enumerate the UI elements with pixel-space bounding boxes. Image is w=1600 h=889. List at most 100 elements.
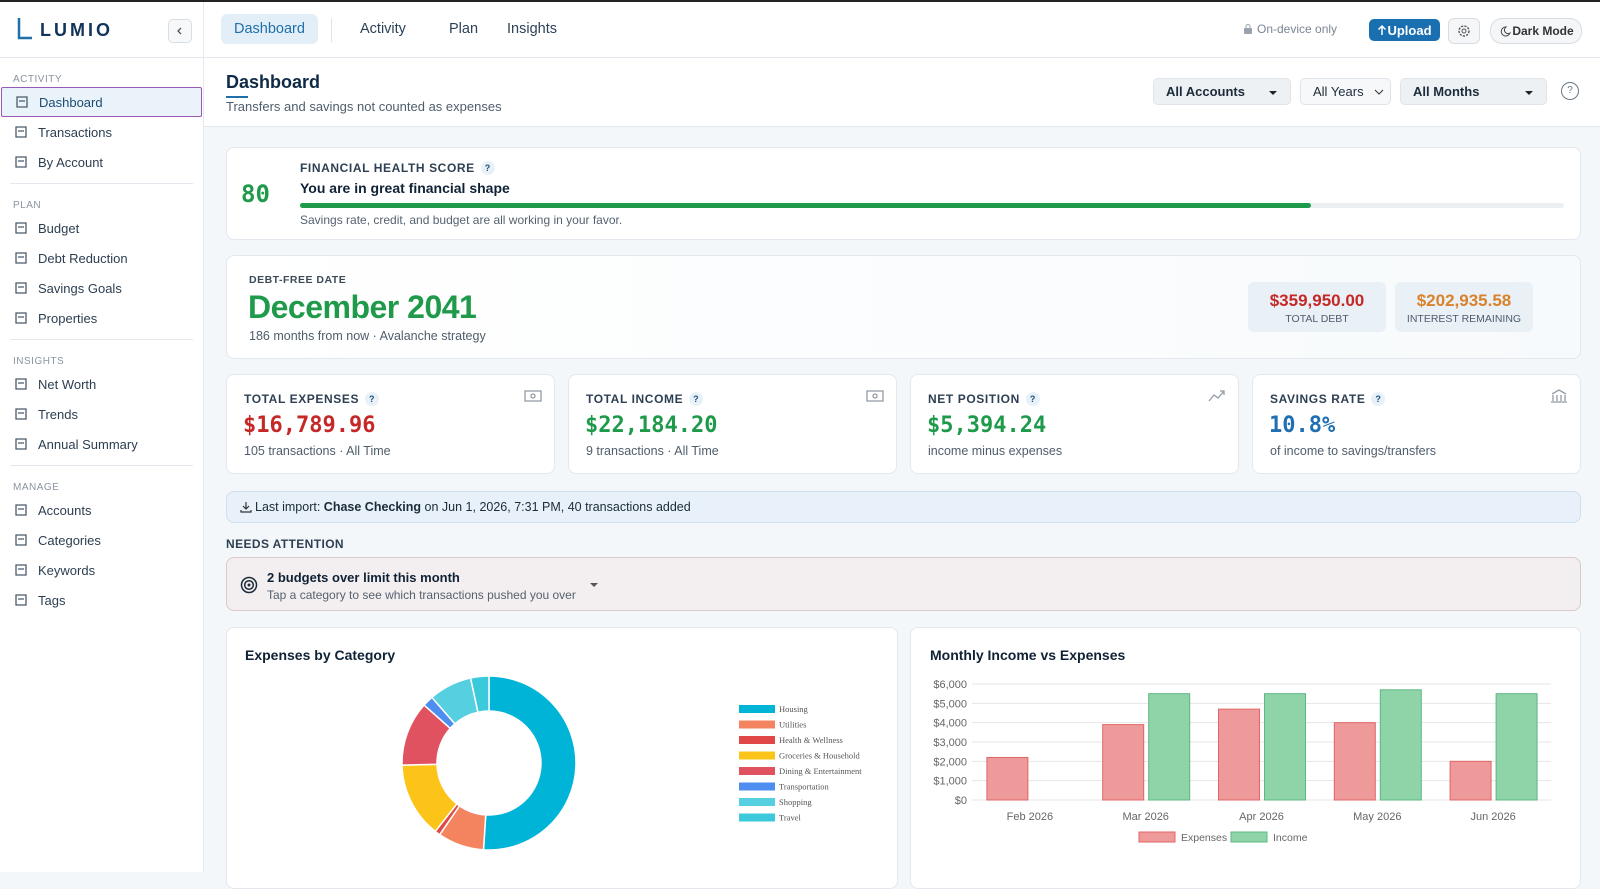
nav-item[interactable]: Dashboard — [1, 87, 202, 117]
filter[interactable]: All Accounts — [1153, 78, 1291, 105]
bar — [1379, 689, 1422, 801]
help-badge[interactable]: ? — [689, 392, 704, 406]
legend-label: Income — [1273, 832, 1308, 844]
health-headline: You are in great financial shape — [300, 180, 510, 196]
icon-path — [15, 156, 27, 168]
tab[interactable]: Insights — [507, 21, 557, 37]
legend-label: Health & Wellness — [779, 735, 843, 745]
collapse-button[interactable] — [168, 19, 192, 43]
icon — [15, 126, 27, 138]
nav-item[interactable]: Savings Goals — [1, 273, 202, 303]
bar-chart: Monthly Income vs Expenses $0 $1,000 $2,000… — [930, 647, 1551, 844]
legend-swatch — [1230, 831, 1268, 843]
import-account[interactable]: Chase Checking — [323, 500, 422, 514]
nav-item[interactable]: Trends — [1, 399, 202, 429]
icon-path — [15, 252, 27, 264]
logo-icon — [17, 18, 32, 40]
help-badge[interactable]: ? — [1025, 392, 1040, 406]
nav-item[interactable]: By Account — [1, 147, 202, 177]
help-button[interactable]: ? — [1561, 82, 1579, 100]
filter[interactable]: All Months — [1400, 78, 1547, 105]
nav-label: Categories — [38, 532, 101, 548]
health-fill — [300, 203, 1312, 208]
nav-item[interactable]: Annual Summary — [1, 429, 202, 459]
filter[interactable]: All Years — [1300, 78, 1391, 105]
attention-title: 2 budgets over limit this month — [267, 570, 460, 585]
attention-alert[interactable]: 2 budgets over limit this month Tap a ca… — [226, 557, 1581, 611]
nav-item[interactable]: Transactions — [1, 117, 202, 147]
health-card: 80 FINANCIAL HEALTH SCORE? You are in gr… — [226, 147, 1581, 240]
y-tick-label: $2,000 — [933, 756, 967, 768]
theme-button[interactable]: Dark Mode — [1490, 18, 1582, 44]
legend-label: Housing — [779, 704, 809, 714]
icon — [16, 96, 28, 108]
icon — [866, 390, 884, 402]
nav-item[interactable]: Tags — [1, 585, 202, 615]
stat-card: SAVINGS RATE? 10.8% of income to savings/t… — [1252, 374, 1581, 474]
chevron — [177, 27, 182, 35]
gear-icon — [1458, 25, 1470, 37]
top-bar: Dashboard Activity Plan Insights On-device … — [204, 2, 1600, 58]
nav-label: By Account — [38, 154, 104, 170]
attention-heading: NEEDS ATTENTION — [226, 537, 345, 551]
legend-label: Travel — [779, 813, 802, 823]
title-underline — [226, 96, 248, 98]
legend-swatch — [739, 736, 775, 744]
upload-button[interactable]: Upload — [1369, 19, 1440, 41]
icon-path — [524, 390, 542, 402]
tab[interactable]: Plan — [449, 21, 479, 37]
filter-label: All Years — [1313, 84, 1364, 99]
bar — [986, 756, 1029, 801]
import-label: Last import: — [255, 500, 321, 514]
stat-label: NET POSITION? — [928, 392, 1040, 406]
nav-section: PLAN Budget Debt Reduction Savings Goals Pro… — [10, 183, 193, 333]
legend-swatch — [739, 751, 775, 760]
pie-slice — [469, 675, 490, 714]
import-banner: Last import: Chase Checking on Jun 1, 20… — [226, 491, 1581, 523]
icon — [15, 594, 27, 606]
y-tick-label: $6,000 — [933, 679, 967, 691]
icon — [15, 252, 27, 264]
icon-path — [15, 126, 27, 138]
icon-path — [15, 534, 27, 546]
help-badge[interactable]: ? — [1371, 392, 1386, 406]
icon-path — [15, 564, 27, 576]
debt-stat: $202,935.58 INTEREST REMAINING — [1395, 282, 1533, 332]
debt-note: 186 months from now · Avalanche strategy — [249, 329, 486, 343]
settings-button[interactable] — [1448, 18, 1480, 44]
stat-note: of income to savings/transfers — [1270, 444, 1437, 458]
icon-path — [16, 96, 28, 108]
nav-item[interactable]: Accounts — [1, 495, 202, 525]
icon — [15, 378, 27, 390]
nav-section: MANAGE Accounts Categories Keywords Tags — [10, 465, 193, 615]
caret-shape — [1269, 91, 1277, 95]
legend-swatch — [739, 798, 775, 806]
legend-label: Dining & Entertainment — [779, 766, 862, 776]
health-label-text: FINANCIAL HEALTH SCORE — [300, 161, 475, 175]
nav-label: Budget — [38, 220, 80, 236]
x-tick-label: Jun 2026 — [1470, 811, 1515, 823]
help-badge[interactable]: ? — [365, 392, 380, 406]
icon-path — [15, 594, 27, 606]
tab[interactable]: Activity — [360, 21, 406, 37]
legend-swatch — [739, 705, 775, 713]
x-tick-label: Mar 2026 — [1122, 811, 1168, 823]
nav-item[interactable]: Properties — [1, 303, 202, 333]
nav-item[interactable]: Keywords — [1, 555, 202, 585]
nav-item[interactable]: Categories — [1, 525, 202, 555]
icon — [15, 438, 27, 450]
nav-label: Transactions — [38, 124, 112, 140]
nav-item[interactable]: Net Worth — [1, 369, 202, 399]
logo: LUMIO — [0, 2, 203, 58]
nav-item[interactable]: Debt Reduction — [1, 243, 202, 273]
icon-path — [1551, 389, 1567, 403]
y-tick-label: $4,000 — [933, 718, 967, 730]
nav-item[interactable]: Budget — [1, 213, 202, 243]
help-badge[interactable]: ? — [480, 161, 495, 175]
stat-card: TOTAL EXPENSES? $16,789.96 105 transaction… — [226, 374, 555, 474]
tab[interactable]: Dashboard — [221, 14, 318, 44]
caret-shape — [1525, 91, 1533, 95]
stat-card: NET POSITION? $5,394.24 income minus expen… — [910, 374, 1239, 474]
nav-heading: INSIGHTS — [13, 356, 65, 367]
y-tick-label: $5,000 — [933, 698, 967, 710]
